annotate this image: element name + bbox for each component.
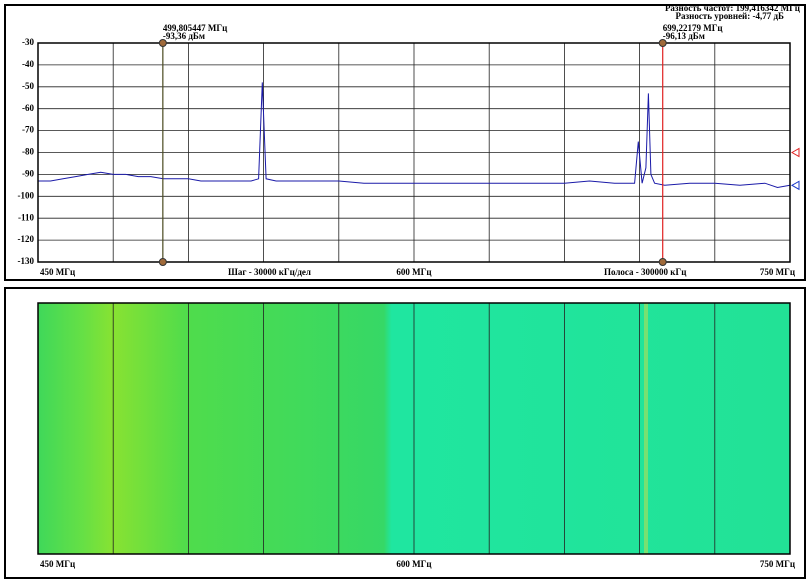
marker-level: -96,13 дБм <box>663 31 705 41</box>
spectrum-trace <box>38 82 791 189</box>
y-tick-label: -80 <box>22 147 34 157</box>
marker-handle <box>658 39 667 47</box>
span-label: Полоса - 300000 кГц <box>604 267 687 277</box>
y-tick-label: -60 <box>22 103 34 113</box>
y-tick-label: -90 <box>22 168 34 178</box>
y-tick-label: -130 <box>18 256 35 266</box>
y-tick-label: -30 <box>22 37 34 47</box>
threshold-marker <box>790 180 800 191</box>
marker-frequency: 499,805447 МГц <box>163 23 228 33</box>
x-tick-label: 600 МГц <box>396 559 432 569</box>
freq-difference: Разность частот: 199,416342 МГц <box>665 3 801 13</box>
marker-frequency: 699,22179 МГц <box>663 23 724 33</box>
y-tick-label: -100 <box>18 190 35 200</box>
x-tick-label: 450 МГц <box>40 559 76 569</box>
x-tick-label: 600 МГц <box>396 267 432 277</box>
marker-level: -93,36 дБм <box>163 31 205 41</box>
marker-handle <box>658 258 667 266</box>
y-tick-label: -110 <box>18 212 35 222</box>
x-tick-label: 750 МГц <box>760 559 796 569</box>
plot-frame <box>37 302 791 555</box>
y-tick-label: -70 <box>22 125 34 135</box>
marker-handle <box>158 258 167 266</box>
threshold-marker <box>790 147 800 158</box>
x-tick-label: 750 МГц <box>760 267 796 277</box>
y-tick-label: -50 <box>22 81 34 91</box>
plot-frame <box>37 42 791 263</box>
x-tick-label: 450 МГц <box>40 267 76 277</box>
waterfall-trace <box>644 303 648 554</box>
y-tick-label: -120 <box>18 234 35 244</box>
marker-handle <box>158 39 167 47</box>
level-difference: Разность уровней: -4,77 дБ <box>676 11 785 21</box>
step-label: Шаг - 30000 кГц/дел <box>228 267 311 277</box>
y-tick-label: -40 <box>22 59 34 69</box>
spectrum-panel <box>4 4 806 281</box>
